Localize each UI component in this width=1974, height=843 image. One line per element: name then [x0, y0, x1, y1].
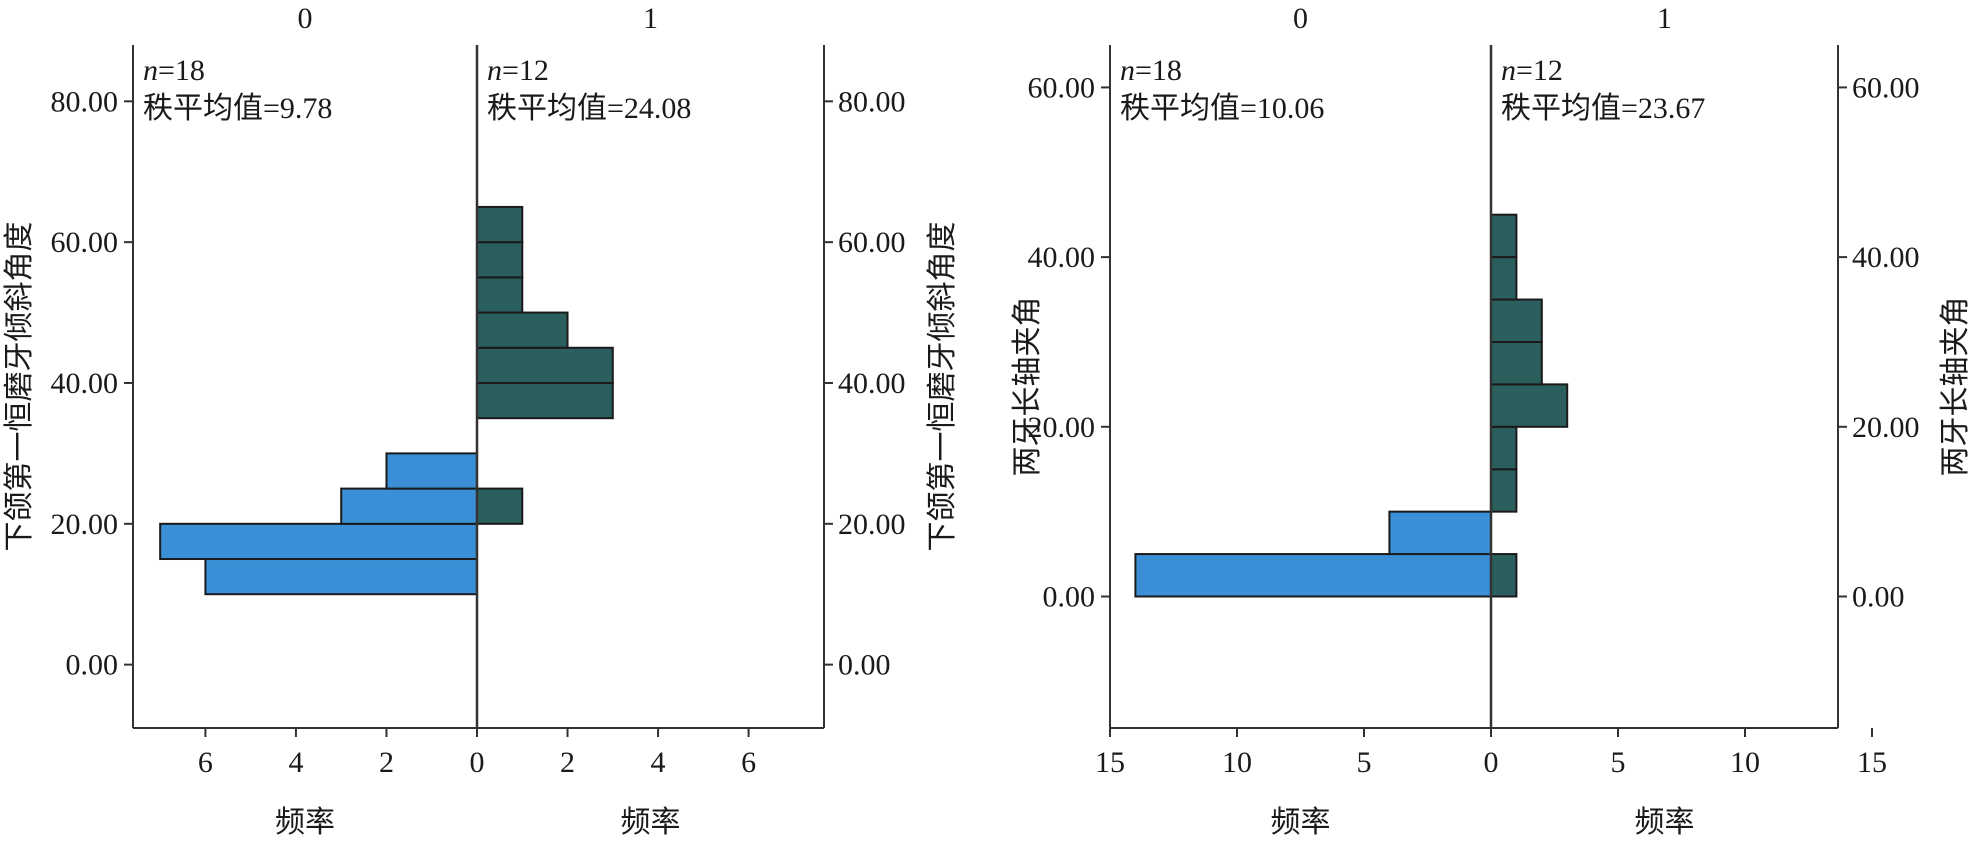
- x-tick-label: 2: [560, 746, 575, 779]
- n-annotation: n=18: [1120, 54, 1182, 87]
- y-tick-label-left: 20.00: [51, 508, 119, 541]
- y-tick-label-right: 0.00: [838, 649, 891, 682]
- x-tick-label: 10: [1730, 746, 1760, 779]
- n-annotation: n=12: [487, 54, 549, 87]
- y-tick-label-left: 40.00: [51, 367, 119, 400]
- y-tick-label-right: 20.00: [838, 508, 906, 541]
- bar-group1: [476, 487, 524, 525]
- bar-group1: [476, 346, 614, 384]
- bar-group1: [476, 241, 524, 279]
- x-tick-label: 5: [1357, 746, 1372, 779]
- bar-group0: [1388, 510, 1493, 556]
- n-value: =12: [1516, 54, 1563, 87]
- x-axis-title-left: 频率: [275, 806, 335, 838]
- y-axis-title-right: 两牙长轴夹角: [1939, 297, 1972, 477]
- x-tick-label: 5: [1611, 746, 1626, 779]
- n-annotation: n=18: [143, 54, 205, 87]
- bar-group1: [476, 381, 614, 420]
- y-tick-label-left: 80.00: [51, 85, 119, 118]
- group-label-1: 1: [643, 2, 658, 35]
- y-tick-label-left: 0.00: [1043, 580, 1096, 613]
- bar-group1: [1490, 553, 1518, 598]
- y-tick-label-left: 40.00: [1028, 241, 1096, 274]
- y-axis-title-left: 两牙长轴夹角: [1011, 297, 1044, 477]
- y-tick-label-left: 0.00: [66, 649, 119, 682]
- n-symbol: n: [1501, 54, 1516, 87]
- y-tick-label-left: 60.00: [51, 226, 119, 259]
- x-tick-label: 0: [1484, 746, 1499, 779]
- y-tick-label-right: 80.00: [838, 85, 906, 118]
- rank-mean-annotation: 秩平均值=10.06: [1120, 92, 1324, 125]
- bar-group1: [1490, 340, 1543, 386]
- bar-group1: [476, 311, 569, 349]
- group-label-0: 0: [298, 2, 313, 35]
- n-value: =18: [1135, 54, 1182, 87]
- bar-group1: [476, 205, 524, 244]
- y-tick-label-right: 0.00: [1852, 580, 1905, 613]
- n-value: =12: [502, 54, 549, 87]
- bar-group0: [340, 487, 479, 525]
- bar-group1: [1490, 383, 1569, 428]
- bar-group1: [476, 276, 524, 314]
- y-tick-label-left: 20.00: [1028, 411, 1096, 444]
- x-tick-label: 15: [1095, 746, 1125, 779]
- bar-group1: [1490, 213, 1518, 259]
- chart-panel-2: 0.00 0.00 20.00 20.00 40.00 40.00 60.00 60.00 0 5…: [1011, 2, 1972, 839]
- n-symbol: n: [143, 54, 158, 87]
- n-value: =18: [158, 54, 205, 87]
- rank-mean-annotation: 秩平均值=9.78: [143, 92, 332, 125]
- y-tick-label-right: 60.00: [838, 226, 906, 259]
- group-label-0: 0: [1293, 2, 1308, 35]
- rank-mean-annotation: 秩平均值=23.67: [1501, 92, 1705, 125]
- y-tick-label-right: 40.00: [1852, 241, 1920, 274]
- bar-group0: [1134, 553, 1493, 598]
- y-tick-label-left: 60.00: [1028, 71, 1096, 104]
- x-axis-title-left: 频率: [1271, 806, 1331, 838]
- x-tick-label: 2: [379, 746, 394, 779]
- x-tick-label: 6: [198, 746, 213, 779]
- y-tick-label-right: 40.00: [838, 367, 906, 400]
- group-label-1: 1: [1657, 2, 1672, 35]
- bar-group1: [1490, 256, 1518, 301]
- x-tick-label: 10: [1222, 746, 1252, 779]
- bar-group0: [385, 452, 479, 490]
- rank-mean-annotation: 秩平均值=24.08: [487, 92, 691, 125]
- n-annotation: n=12: [1501, 54, 1563, 87]
- bar-group1: [1490, 298, 1543, 343]
- n-symbol: n: [1120, 54, 1135, 87]
- chart-panel-1: 0.00 0.00 20.00 20.00 40.00 40.00 60.00 60.00 80…: [3, 2, 959, 839]
- y-axis-title-right: 下颌第一恒磨牙倾斜角度: [926, 222, 959, 552]
- y-tick-label-right: 60.00: [1852, 71, 1920, 104]
- bar-group0: [159, 522, 478, 561]
- n-symbol: n: [487, 54, 502, 87]
- x-tick-label: 6: [741, 746, 756, 779]
- x-axis-title-right: 频率: [1635, 806, 1695, 838]
- bar-group1: [1490, 468, 1518, 513]
- x-tick-label: 4: [288, 746, 303, 779]
- x-tick-label: 4: [651, 746, 666, 779]
- bar-group1: [1490, 425, 1518, 471]
- x-tick-label: 15: [1857, 746, 1887, 779]
- bar-group0: [204, 558, 478, 596]
- x-axis-title-right: 频率: [621, 806, 681, 838]
- x-tick-label: 0: [470, 746, 485, 779]
- y-tick-label-right: 20.00: [1852, 411, 1920, 444]
- y-axis-title-left: 下颌第一恒磨牙倾斜角度: [3, 222, 36, 552]
